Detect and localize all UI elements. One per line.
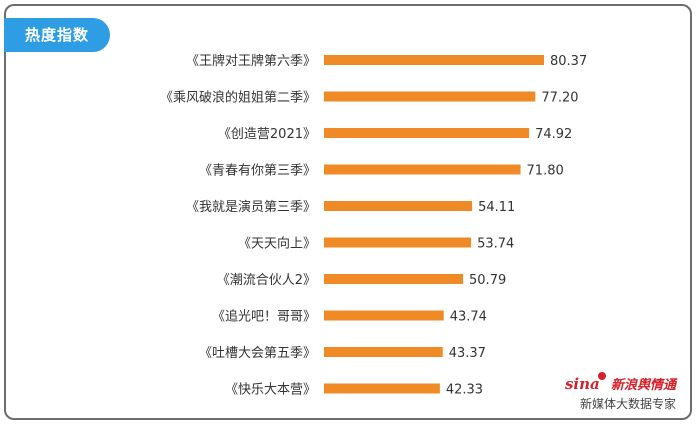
bar <box>324 91 536 102</box>
value-label: 74.92 <box>535 127 572 142</box>
bar <box>324 383 440 394</box>
category-label: 《乘风破浪的姐姐第二季》 <box>160 90 316 106</box>
bar <box>324 164 521 175</box>
value-label: 53.74 <box>477 237 514 252</box>
category-label: 《我就是演员第三季》 <box>186 199 316 215</box>
value-label: 42.33 <box>446 383 483 398</box>
brand-block: sina 新浪舆情通 新媒体大数据专家 <box>564 372 676 412</box>
value-label: 80.37 <box>550 54 587 69</box>
bar <box>324 55 544 65</box>
bar <box>324 201 473 211</box>
value-label: 54.11 <box>478 200 515 215</box>
heat-index-tag: 热度指数 <box>4 18 110 52</box>
sina-logo-cn: 新浪舆情通 <box>610 378 676 393</box>
value-label: 43.37 <box>449 346 486 361</box>
category-label: 《快乐大本营》 <box>225 383 316 398</box>
value-label: 50.79 <box>469 273 506 288</box>
bar <box>324 347 443 357</box>
category-label: 《追光吧！哥哥》 <box>212 309 316 325</box>
category-label: 《王牌对王牌第六季》 <box>186 53 316 69</box>
brand-subtitle: 新媒体大数据专家 <box>579 397 676 411</box>
bar <box>324 274 464 284</box>
sina-eye-icon <box>597 372 606 380</box>
category-label: 《天天向上》 <box>238 236 316 252</box>
category-label: 《青春有你第三季》 <box>199 164 316 179</box>
category-label: 《创造营2021》 <box>218 127 316 142</box>
bar <box>324 310 444 321</box>
bar <box>324 237 472 248</box>
category-label: 《吐槽大会第五季》 <box>199 346 316 361</box>
value-label: 43.74 <box>450 310 487 325</box>
bar <box>324 128 530 138</box>
value-label: 71.80 <box>527 164 564 179</box>
sina-logo-latin: sina <box>564 375 600 393</box>
sina-logo: sina 新浪舆情通 <box>564 372 676 393</box>
category-label: 《潮流合伙人2》 <box>217 273 316 288</box>
value-label: 77.20 <box>541 91 578 106</box>
